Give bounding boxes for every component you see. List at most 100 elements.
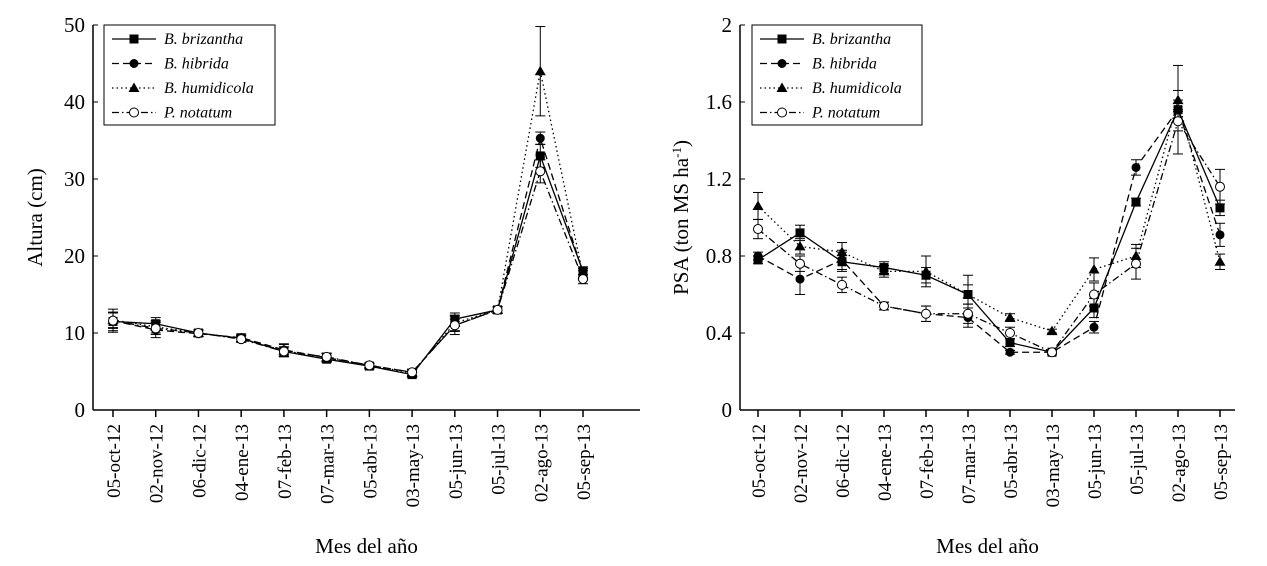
circle-marker <box>1005 347 1015 357</box>
triangle-marker <box>794 240 806 251</box>
legend-label: B. humidicola <box>164 80 254 97</box>
y-tick-label: 0.8 <box>706 244 732 268</box>
open-circle-marker <box>795 258 805 269</box>
x-axis-label: Mes del año <box>315 534 418 558</box>
series-p--notatum <box>108 159 588 378</box>
x-tick-label: 02-nov-12 <box>147 424 168 503</box>
series-line <box>757 119 1221 354</box>
open-circle-marker <box>1047 347 1057 358</box>
x-tick-label: 05-sep-13 <box>574 424 595 500</box>
x-axis-label: Mes del año <box>936 534 1039 558</box>
square-marker <box>1005 338 1015 348</box>
triangle-marker <box>1214 256 1226 266</box>
x-tick-label: 07-feb-13 <box>275 424 296 499</box>
open-circle-marker <box>108 315 118 326</box>
x-tick-label: 07-feb-13 <box>917 424 938 499</box>
y-tick-label: 10 <box>64 321 85 345</box>
open-circle-marker <box>236 334 247 345</box>
triangle-marker <box>534 65 546 76</box>
y-tick-label: 40 <box>64 90 85 114</box>
circle-marker <box>129 59 139 68</box>
x-tick-label: 05-jun-13 <box>446 424 467 499</box>
triangle-marker <box>878 265 890 276</box>
open-circle-marker <box>963 308 973 319</box>
x-tick-label: 04-ene-13 <box>232 424 253 501</box>
y-tick-label: 30 <box>64 167 85 191</box>
open-circle-marker <box>837 279 847 290</box>
circle-marker <box>1215 230 1225 240</box>
y-tick-label: 0 <box>75 398 86 422</box>
circle-marker <box>535 133 545 143</box>
series-b--humidicola <box>752 89 1226 336</box>
open-circle-marker <box>753 224 763 235</box>
square-marker <box>795 228 805 238</box>
x-tick-label: 05-abr-13 <box>1001 424 1022 499</box>
open-circle-marker <box>150 323 161 334</box>
x-tick-label: 05-abr-13 <box>360 424 381 499</box>
x-tick-label: 02-ago-13 <box>531 424 552 502</box>
open-circle-marker <box>921 308 931 319</box>
x-tick-label: 05-oct-12 <box>749 424 770 498</box>
series-line <box>112 135 584 373</box>
x-tick-label: 06-dic-12 <box>833 424 854 498</box>
legend-label: B. hibrida <box>812 56 877 73</box>
y-tick-label: 0.4 <box>706 321 733 345</box>
square-marker <box>777 34 787 44</box>
open-circle-marker <box>364 360 375 371</box>
x-tick-label: 03-may-13 <box>403 424 424 507</box>
open-circle-marker <box>321 351 332 362</box>
open-circle-marker <box>1215 181 1225 192</box>
legend: B. brizantha B. hibrida B. humidicola P. no… <box>751 24 923 126</box>
open-circle-marker <box>278 346 289 357</box>
open-circle-marker <box>535 166 546 177</box>
open-circle-marker <box>1173 116 1183 127</box>
square-marker <box>129 34 139 44</box>
triangle-marker <box>920 265 932 276</box>
y-tick-label: 0 <box>722 398 733 422</box>
circle-marker <box>777 59 787 68</box>
open-circle-marker <box>1131 258 1141 269</box>
open-circle-marker <box>879 301 889 312</box>
triangle-marker <box>1172 94 1184 105</box>
open-circle-marker <box>129 107 139 118</box>
triangle-marker <box>836 246 848 257</box>
circle-marker <box>1089 322 1099 332</box>
x-tick-label: 05-oct-12 <box>104 424 125 498</box>
square-marker <box>1215 203 1225 213</box>
y-axis-label: Altura (cm) <box>23 168 47 267</box>
series-b--brizantha <box>108 143 588 380</box>
x-tick-label: 05-jul-13 <box>1127 424 1148 495</box>
triangle-marker <box>776 82 788 92</box>
y-axis-label: PSA (ton MS ha-1) <box>669 140 694 295</box>
triangle-marker <box>1004 312 1016 322</box>
triangle-marker <box>1046 325 1058 336</box>
x-tick-label: 07-mar-13 <box>318 424 339 504</box>
open-circle-marker <box>193 328 204 338</box>
legend: B. brizantha B. hibrida B. humidicola P. no… <box>103 24 276 126</box>
series-line <box>112 169 584 373</box>
legend-label: P. notatum <box>811 105 880 122</box>
circle-marker <box>795 274 805 284</box>
legend-label: B. humidicola <box>812 80 902 97</box>
triangle-marker <box>962 289 974 299</box>
open-circle-marker <box>777 107 787 118</box>
legend-label: B. hibrida <box>164 56 229 73</box>
series-p--notatum <box>753 111 1225 358</box>
x-tick-label: 05-jul-13 <box>489 424 510 495</box>
y-tick-label: 1.2 <box>706 167 732 191</box>
y-axis-label-end: ) <box>669 140 693 147</box>
chart-panel-2: 0 0.4 0.8 1.2 1.6 2 05-oct-12 02-nov-12 06-dic-1… <box>669 13 1235 558</box>
series-line <box>112 153 584 376</box>
square-marker <box>535 151 545 161</box>
open-circle-marker <box>449 320 460 331</box>
series-line <box>757 108 1221 353</box>
square-marker <box>1131 197 1141 207</box>
x-tick-label: 06-dic-12 <box>189 424 210 498</box>
circle-marker <box>753 251 763 261</box>
x-tick-label: 02-nov-12 <box>791 424 812 503</box>
legend-label: B. brizantha <box>812 31 891 48</box>
series-line <box>757 108 1221 353</box>
open-circle-marker <box>407 367 418 378</box>
x-tick-label: 02-ago-13 <box>1169 424 1190 502</box>
